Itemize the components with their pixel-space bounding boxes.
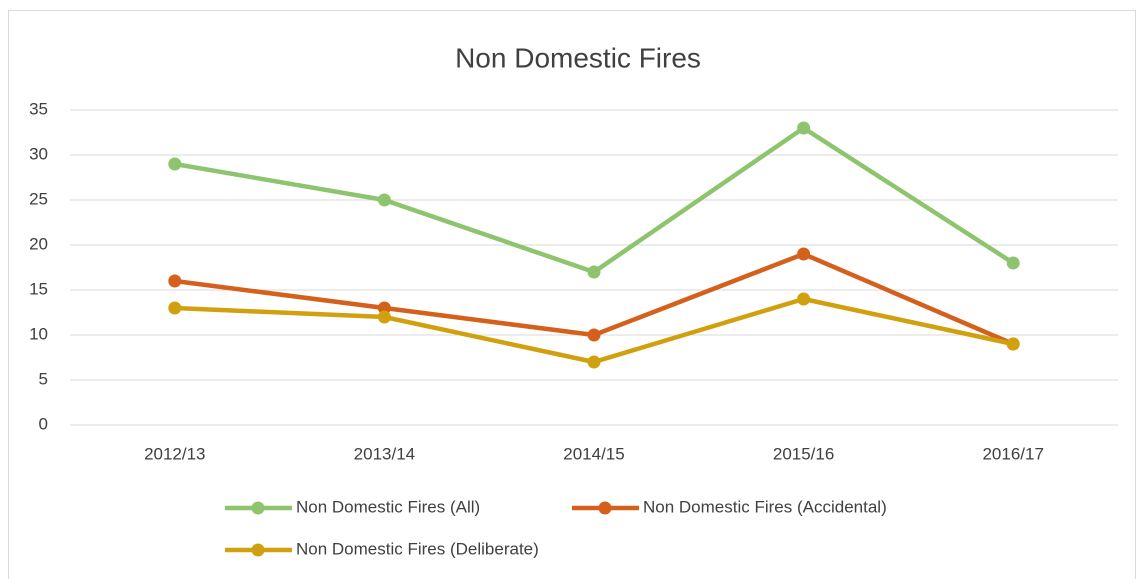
data-point bbox=[168, 301, 182, 315]
x-tick-label: 2014/15 bbox=[563, 444, 624, 463]
y-tick-label: 25 bbox=[29, 189, 48, 208]
y-tick-label: 5 bbox=[39, 369, 48, 388]
x-tick-label: 2013/14 bbox=[354, 444, 415, 463]
data-point bbox=[1006, 337, 1020, 351]
x-tick-label: 2012/13 bbox=[144, 444, 205, 463]
legend-marker bbox=[251, 501, 265, 515]
legend-marker bbox=[251, 543, 265, 557]
chart-title: Non Domestic Fires bbox=[455, 42, 701, 73]
data-point bbox=[797, 292, 811, 306]
x-tick-label: 2016/17 bbox=[982, 444, 1043, 463]
data-point bbox=[377, 301, 391, 315]
data-point bbox=[797, 121, 811, 135]
data-point bbox=[797, 247, 811, 261]
data-point bbox=[168, 274, 182, 288]
data-point bbox=[377, 310, 391, 324]
y-tick-label: 10 bbox=[29, 324, 48, 343]
legend-label: Non Domestic Fires (All) bbox=[296, 497, 480, 516]
data-point bbox=[587, 355, 601, 369]
legend-label: Non Domestic Fires (Accidental) bbox=[643, 497, 887, 516]
y-tick-label: 20 bbox=[29, 234, 48, 253]
legend-marker bbox=[598, 501, 612, 515]
data-point bbox=[168, 157, 182, 171]
y-tick-label: 35 bbox=[29, 99, 48, 118]
legend-label: Non Domestic Fires (Deliberate) bbox=[296, 539, 539, 558]
y-tick-label: 0 bbox=[39, 414, 48, 433]
x-tick-label: 2015/16 bbox=[773, 444, 834, 463]
y-tick-label: 15 bbox=[29, 279, 48, 298]
data-point bbox=[587, 265, 601, 279]
y-tick-label: 30 bbox=[29, 144, 48, 163]
data-point bbox=[1006, 256, 1020, 270]
chart-frame bbox=[8, 10, 1136, 579]
data-point bbox=[587, 328, 601, 342]
data-point bbox=[377, 193, 391, 207]
